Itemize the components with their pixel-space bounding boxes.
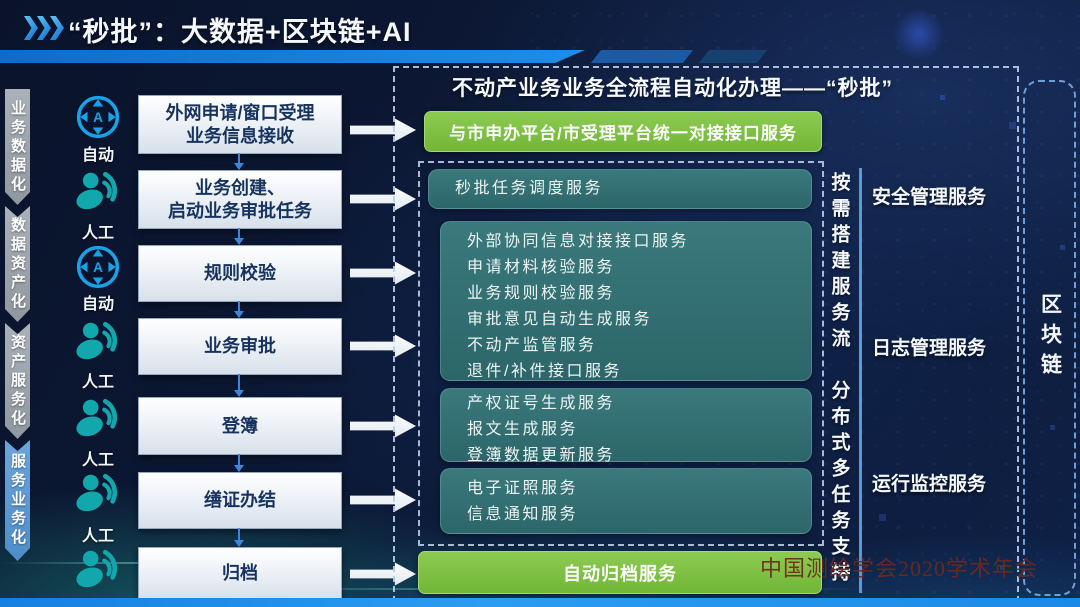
ribbon-data-2: 数据资产化 (5, 206, 30, 322)
teal-service-box: 电子证照服务 信息通知服务 (440, 468, 812, 534)
flow-step-box: 规则校验 (138, 245, 342, 302)
actor-label: 人工 (81, 528, 114, 545)
teal-service-box: 产权证号生成服务 报文生成服务 登簿数据更新服务 (440, 388, 812, 464)
flow-step-label: 登簿 (222, 415, 258, 436)
person-broadcast-icon (76, 549, 118, 588)
ribbon-data-3: 资产服务化 (5, 323, 30, 439)
ribbon-data-4: 服务业务化 (5, 440, 30, 561)
header-accent-band (0, 50, 585, 63)
ribbon-label: 服务业务化 (9, 453, 26, 548)
person-broadcast-icon (76, 171, 118, 210)
flow-step-label: 缮证办结 (204, 490, 276, 511)
down-arrow-icon (234, 528, 244, 547)
green-service-top-label: 与市申办平台/市受理平台统一对接接口服务 (449, 124, 797, 143)
down-arrow-icon (234, 454, 244, 472)
page-title: “秒批”：大数据+区块链+AI (68, 10, 412, 49)
service-line: 申请材料核验服务 (467, 259, 616, 276)
ribbon-label: 业务数据化 (9, 99, 26, 195)
page-title-prefix: “秒批”： (68, 17, 181, 47)
chevron-right-icon (50, 16, 64, 40)
side-label-security: 安全管理服务 (872, 187, 987, 208)
side-label-logging: 日志管理服务 (872, 338, 987, 359)
flow-step-box: 缮证办结 (138, 472, 342, 529)
flow-step-box: 外网申请/窗口受理 业务信息接收 (138, 95, 342, 154)
person-broadcast-icon (76, 398, 118, 437)
service-line: 电子证照服务 (467, 480, 579, 497)
header-band-segment (590, 50, 694, 63)
service-line: 审批意见自动生成服务 (467, 311, 653, 328)
teal-service-box: 秒批任务调度服务 (428, 169, 812, 209)
ribbon-label: 数据资产化 (9, 216, 26, 312)
side-label-monitoring: 运行监控服务 (872, 474, 987, 495)
service-line: 秒批任务调度服务 (455, 180, 604, 197)
actor-label: 人工 (81, 374, 114, 391)
svg-text:A: A (93, 110, 103, 125)
blockchain-label: 区块链 (1038, 293, 1062, 383)
side-vertical-text: 按需搭建服务流 分布式多任务支持 (828, 172, 850, 588)
service-line: 退件/补件接口服务 (467, 363, 622, 380)
service-line: 产权证号生成服务 (467, 395, 616, 412)
actor-label: 人工 (81, 452, 114, 469)
service-line: 不动产监管服务 (467, 337, 597, 354)
person-broadcast-icon (76, 473, 118, 512)
green-service-top: 与市申办平台/市受理平台统一对接接口服务 (424, 111, 822, 152)
circuit-squares-decor (940, 95, 945, 100)
flow-step-label: 业务审批 (204, 336, 276, 357)
flow-step-label: 业务创建、 启动业务审批任务 (168, 178, 312, 221)
down-arrow-icon (234, 153, 244, 170)
chevron-right-icon (37, 16, 51, 40)
page-title-main: 大数据+区块链+AI (181, 17, 412, 47)
down-arrow-icon (234, 374, 244, 397)
bottom-accent-bar (0, 598, 1080, 607)
ribbon-data-1: 业务数据化 (5, 89, 30, 205)
flow-step-box: 业务审批 (138, 318, 342, 375)
service-line: 业务规则校验服务 (467, 285, 616, 302)
down-arrow-icon (234, 228, 244, 245)
service-line: 登簿数据更新服务 (467, 447, 616, 464)
header-band-segment (698, 50, 768, 63)
chevron-right-icon (24, 16, 38, 40)
service-line: 外部协同信息对接接口服务 (467, 233, 690, 250)
service-line: 信息通知服务 (467, 506, 579, 523)
glow-dot-decor (893, 8, 945, 60)
service-line: 报文生成服务 (467, 421, 579, 438)
flow-step-label: 归档 (222, 563, 258, 584)
actor-label: 自动 (81, 147, 114, 164)
down-arrow-icon (234, 301, 244, 318)
ribbon-label: 资产服务化 (9, 333, 26, 429)
flow-step-box: 业务创建、 启动业务审批任务 (138, 170, 342, 229)
actor-label: 人工 (81, 225, 114, 242)
watermark-text: 中国测绘学会2020学术年会 (760, 556, 1039, 581)
flow-step-label: 规则校验 (204, 263, 276, 284)
blockchain-box: 区块链 (1023, 80, 1076, 596)
person-broadcast-icon (76, 321, 118, 360)
flow-step-label: 外网申请/窗口受理 业务信息接收 (165, 103, 315, 146)
auto-dpad-icon: A (76, 245, 120, 289)
actor-label: 自动 (81, 296, 114, 313)
service-group-border (418, 161, 824, 546)
green-service-bottom-label: 自动归档服务 (563, 563, 677, 584)
flow-step-box: 归档 (138, 547, 342, 600)
svg-text:A: A (93, 260, 103, 275)
teal-service-box: 外部协同信息对接接口服务 申请材料核验服务 业务规则校验服务 审批意见自动生成服… (440, 221, 812, 381)
flow-step-box: 登簿 (138, 397, 342, 455)
auto-dpad-icon: A (76, 95, 120, 139)
green-service-bottom: 自动归档服务 (418, 551, 822, 594)
panel-title: 不动产业务业务全流程自动化办理——“秒批” (452, 77, 893, 100)
vertical-divider-line (859, 168, 862, 593)
